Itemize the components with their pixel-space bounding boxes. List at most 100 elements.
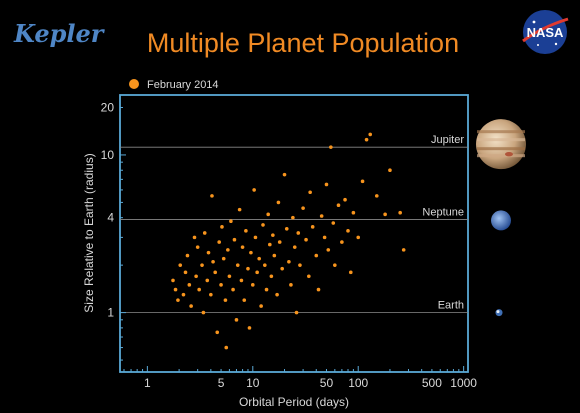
data-point (244, 229, 248, 233)
x-tick-label: 1000 (450, 376, 477, 390)
x-tick-label: 500 (422, 376, 442, 390)
data-point (195, 245, 200, 249)
data-point (249, 250, 253, 255)
data-point (301, 206, 305, 210)
data-point (324, 182, 329, 187)
data-point (235, 263, 240, 267)
data-point (287, 260, 291, 264)
data-point (239, 278, 244, 283)
data-point (326, 248, 331, 252)
reference-label-jupiter: Jupiter (431, 134, 464, 146)
data-point (192, 235, 197, 240)
data-point (329, 145, 333, 149)
data-point (383, 212, 387, 217)
data-point (224, 345, 229, 350)
chart-title: Multiple Planet Population (147, 28, 459, 58)
data-point (215, 330, 220, 335)
data-point (307, 274, 311, 279)
nasa-logo-text: NASA (527, 25, 564, 40)
data-point (250, 283, 255, 287)
data-point (187, 283, 192, 287)
data-point (263, 263, 267, 267)
data-point (340, 240, 344, 244)
data-point (314, 253, 319, 258)
data-point (268, 242, 272, 247)
data-point (253, 235, 258, 240)
data-point (310, 225, 315, 229)
y-tick-label: 20 (101, 100, 115, 114)
data-point (183, 270, 188, 275)
data-point (259, 304, 263, 308)
data-point (331, 221, 336, 225)
data-point (255, 270, 259, 275)
reference-label-neptune: Neptune (422, 206, 464, 218)
data-point (336, 203, 341, 207)
data-point (171, 278, 175, 283)
data-point (348, 270, 353, 275)
data-point (178, 263, 183, 267)
data-point (319, 214, 324, 218)
data-point (229, 219, 233, 223)
data-point (185, 253, 190, 258)
data-point (343, 197, 347, 202)
data-point (237, 207, 242, 212)
data-point (220, 225, 224, 229)
data-point (276, 200, 281, 205)
x-tick-label: 100 (348, 376, 368, 390)
data-point (308, 190, 312, 195)
data-point (374, 194, 379, 198)
data-point (292, 245, 297, 249)
data-point (197, 287, 201, 292)
data-point (234, 318, 239, 322)
data-point (181, 292, 186, 297)
data-point (269, 274, 274, 279)
data-point (217, 240, 221, 244)
kepler-logo: Kepler (13, 19, 106, 48)
data-point (242, 298, 247, 302)
data-point (247, 326, 252, 330)
data-point (213, 270, 218, 275)
data-point (176, 298, 180, 302)
reference-label-earth: Earth (438, 300, 464, 312)
plot-frame (119, 94, 469, 373)
data-point (368, 132, 373, 137)
x-tick-label: 5 (218, 376, 225, 390)
data-point (272, 253, 277, 258)
data-point (296, 231, 301, 235)
data-point (289, 283, 293, 287)
data-point (304, 237, 308, 242)
data-point (333, 263, 337, 267)
data-point (261, 223, 265, 227)
data-point (231, 287, 235, 292)
data-point (246, 266, 250, 271)
x-axis-label: Orbital Period (days) (239, 395, 349, 409)
legend-label: February 2014 (147, 79, 219, 91)
data-point (257, 256, 261, 261)
data-point (277, 240, 282, 244)
data-point (200, 263, 204, 267)
data-point (388, 168, 392, 173)
x-tick-label: 10 (246, 376, 260, 390)
data-point (351, 210, 356, 215)
data-point (346, 229, 350, 233)
y-tick-label: 4 (107, 211, 114, 225)
data-point (252, 188, 256, 192)
data-point (280, 266, 284, 271)
data-point (202, 231, 207, 235)
data-point (240, 245, 245, 249)
legend-marker (129, 79, 139, 89)
data-point (271, 233, 275, 237)
data-point (221, 256, 226, 261)
neptune-icon (491, 210, 511, 231)
data-point (232, 237, 237, 242)
data-point (282, 172, 287, 177)
nasa-logo: NASA (522, 10, 569, 54)
data-point (266, 212, 270, 217)
earth-icon (495, 309, 503, 317)
data-point (364, 137, 369, 142)
data-point (398, 210, 402, 215)
data-point (173, 287, 178, 292)
y-axis-label: Size Relative to Earth (radius) (82, 153, 96, 312)
data-point (210, 194, 214, 198)
